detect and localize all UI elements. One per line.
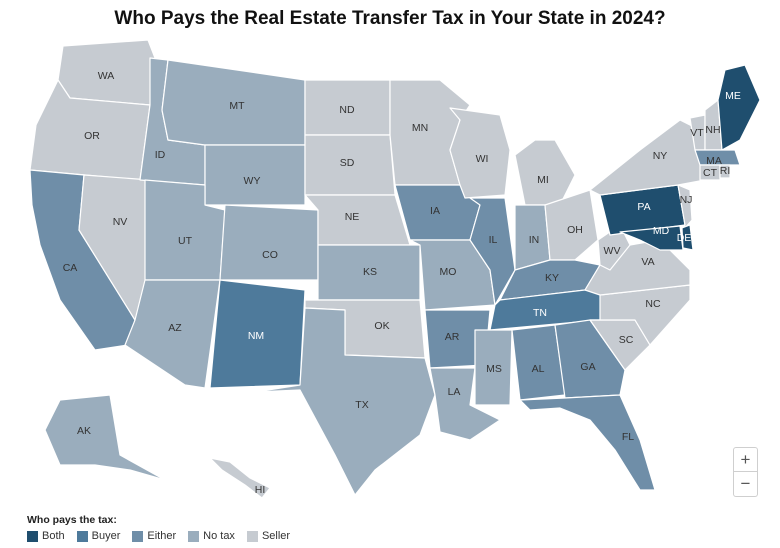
- legend-label: Buyer: [91, 530, 121, 542]
- state-ri[interactable]: [719, 164, 731, 179]
- legend-title: Who pays the tax:: [27, 514, 117, 526]
- state-ny[interactable]: [589, 119, 706, 196]
- state-ct[interactable]: [699, 164, 721, 181]
- state-nd[interactable]: [304, 79, 391, 136]
- state-mi[interactable]: [514, 139, 576, 206]
- legend-label: Seller: [261, 530, 291, 542]
- legend-item-buyer[interactable]: Buyer: [76, 530, 121, 542]
- state-co[interactable]: [219, 204, 319, 281]
- state-in[interactable]: [514, 204, 551, 271]
- legend-label: No tax: [203, 530, 235, 542]
- legend: Both Buyer Either No tax Seller: [27, 530, 290, 542]
- state-fl[interactable]: [519, 394, 656, 491]
- state-de[interactable]: [681, 224, 694, 251]
- legend-label: Both: [42, 530, 65, 542]
- state-ga[interactable]: [554, 319, 626, 399]
- state-wa[interactable]: [57, 39, 156, 106]
- state-ma[interactable]: [694, 149, 741, 166]
- state-la[interactable]: [429, 367, 501, 441]
- zoom-out-button[interactable]: −: [733, 472, 758, 497]
- zoom-in-button[interactable]: +: [733, 447, 758, 472]
- state-nc[interactable]: [589, 284, 691, 346]
- state-mt[interactable]: [161, 59, 306, 146]
- legend-item-seller[interactable]: Seller: [246, 530, 291, 542]
- state-il[interactable]: [469, 197, 516, 306]
- state-ms[interactable]: [474, 329, 513, 406]
- state-ne[interactable]: [304, 194, 411, 246]
- state-wy[interactable]: [204, 144, 306, 206]
- state-hi[interactable]: [209, 457, 271, 499]
- state-ks[interactable]: [317, 244, 421, 301]
- legend-swatch: [188, 530, 200, 542]
- legend-item-either[interactable]: Either: [132, 530, 176, 542]
- legend-swatch: [76, 530, 88, 542]
- state-nm[interactable]: [209, 279, 306, 389]
- legend-label: Either: [147, 530, 177, 542]
- state-nj[interactable]: [677, 184, 693, 231]
- legend-swatch: [132, 530, 144, 542]
- state-tx[interactable]: [254, 307, 436, 496]
- state-md[interactable]: [619, 225, 684, 251]
- state-oh[interactable]: [544, 189, 599, 261]
- state-me[interactable]: [717, 64, 761, 151]
- legend-swatch: [27, 530, 38, 542]
- legend-item-no-tax[interactable]: No tax: [188, 530, 235, 542]
- legend-item-both[interactable]: Both: [27, 530, 65, 542]
- state-wi[interactable]: [449, 107, 511, 199]
- map-title: Who Pays the Real Estate Transfer Tax in…: [114, 8, 666, 29]
- state-va[interactable]: [584, 239, 691, 296]
- state-sd[interactable]: [304, 134, 396, 196]
- legend-swatch: [246, 530, 258, 542]
- state-ak[interactable]: [44, 394, 166, 481]
